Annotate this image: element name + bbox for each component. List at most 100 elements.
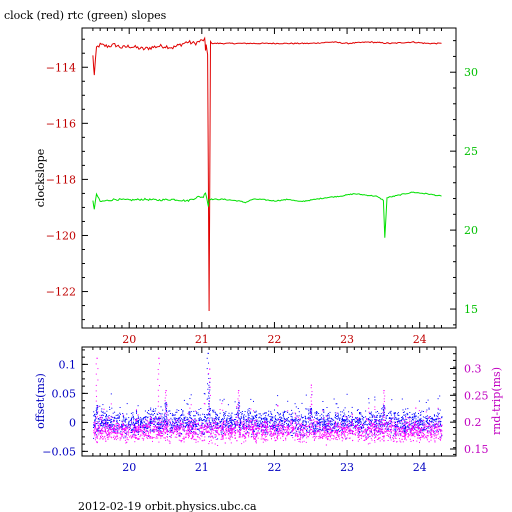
rnd-trip-point [276, 434, 278, 436]
offset-point [357, 423, 359, 425]
offset-point [326, 431, 328, 432]
rnd-trip-point [168, 419, 170, 421]
offset-point [179, 416, 181, 418]
offset-point [126, 418, 128, 420]
offset-point [245, 421, 247, 423]
offset-point [106, 427, 108, 429]
rnd-trip-point [113, 438, 115, 440]
rnd-trip-point [367, 443, 369, 445]
rnd-trip-point [181, 423, 183, 425]
rnd-trip-point [217, 427, 219, 429]
offset-point [151, 410, 153, 412]
offset-spike-point [384, 408, 386, 409]
offset-point [272, 419, 274, 421]
rnd-trip-point [400, 441, 402, 443]
offset-point [152, 410, 154, 412]
rnd-trip-point [220, 438, 222, 440]
offset-point [379, 414, 381, 416]
rnd-trip-point [160, 421, 162, 423]
rnd-trip-point [167, 430, 168, 432]
offset-point [256, 415, 257, 417]
rnd-trip-point [346, 429, 348, 431]
rnd-trip-point [425, 411, 427, 413]
offset-point [163, 422, 165, 424]
rnd-trip-point [329, 420, 331, 422]
rnd-trip-point [251, 429, 253, 431]
rnd-trip-point [420, 421, 422, 423]
offset-point [318, 419, 320, 420]
rnd-trip-point [178, 418, 180, 420]
offset-point [229, 418, 231, 420]
rnd-trip-point [270, 428, 272, 430]
rnd-trip-point [108, 432, 110, 434]
offset-point [170, 425, 172, 427]
rnd-trip-point [401, 431, 403, 433]
rnd-trip-point [135, 437, 137, 438]
offset-point [225, 420, 227, 421]
rnd-trip-point [439, 418, 441, 420]
rnd-trip-point [171, 431, 173, 433]
offset-point [231, 422, 232, 424]
offset-point [157, 423, 159, 425]
offset-point [383, 424, 385, 426]
rnd-trip-point [262, 441, 264, 443]
offset-point [230, 417, 232, 419]
rnd-trip-point [274, 426, 276, 428]
rnd-trip-point [434, 427, 436, 429]
offset-point [179, 434, 181, 436]
offset-point [122, 426, 124, 428]
offset-point [239, 424, 241, 426]
rnd-trip-point [235, 432, 237, 434]
offset-point [248, 414, 250, 416]
rnd-trip-point [147, 421, 149, 423]
offset-point [351, 419, 353, 421]
offset-point [380, 413, 382, 415]
rnd-trip-point [386, 435, 388, 436]
offset-point [381, 431, 383, 433]
offset-point [214, 418, 216, 420]
rnd-trip-point [437, 438, 439, 439]
rnd-trip-point [383, 423, 385, 425]
rnd-trip-point [288, 432, 289, 434]
offset-point [111, 424, 113, 426]
offset-point [299, 432, 301, 434]
offset-point [193, 420, 195, 422]
offset-point [183, 425, 184, 427]
rnd-trip-point [437, 407, 439, 409]
rnd-trip-point [107, 428, 109, 429]
offset-point [175, 417, 177, 419]
offset-point [143, 421, 145, 423]
rnd-trip-point [365, 436, 366, 438]
offset-point [277, 418, 279, 420]
offset-point [185, 422, 187, 424]
rnd-trip-point [169, 421, 171, 423]
offset-point [161, 416, 163, 418]
offset-point [404, 431, 406, 433]
rnd-trip-point [253, 410, 254, 412]
offset-point [241, 417, 242, 419]
rnd-trip-point [382, 431, 384, 433]
offset-point [134, 423, 136, 425]
rnd-trip-point [323, 431, 325, 433]
rnd-trip-point [224, 434, 226, 436]
offset-point [254, 415, 256, 417]
offset-point [319, 428, 321, 430]
offset-point [392, 435, 394, 437]
offset-point [196, 411, 197, 413]
offset-point [230, 416, 232, 418]
rnd-trip-point [239, 427, 241, 429]
rnd-trip-point [440, 429, 442, 430]
offset-point [283, 429, 285, 431]
rnd-trip-point [143, 438, 145, 440]
offset-point [415, 421, 417, 423]
rnd-trip-point [190, 404, 192, 406]
offset-point [159, 424, 161, 426]
offset-point [242, 426, 244, 428]
offset-point [194, 415, 196, 417]
offset-point [215, 417, 217, 419]
rnd-trip-point [263, 421, 265, 423]
rnd-trip-point [255, 428, 257, 430]
rnd-trip-point [338, 426, 340, 428]
offset-point [126, 431, 128, 433]
